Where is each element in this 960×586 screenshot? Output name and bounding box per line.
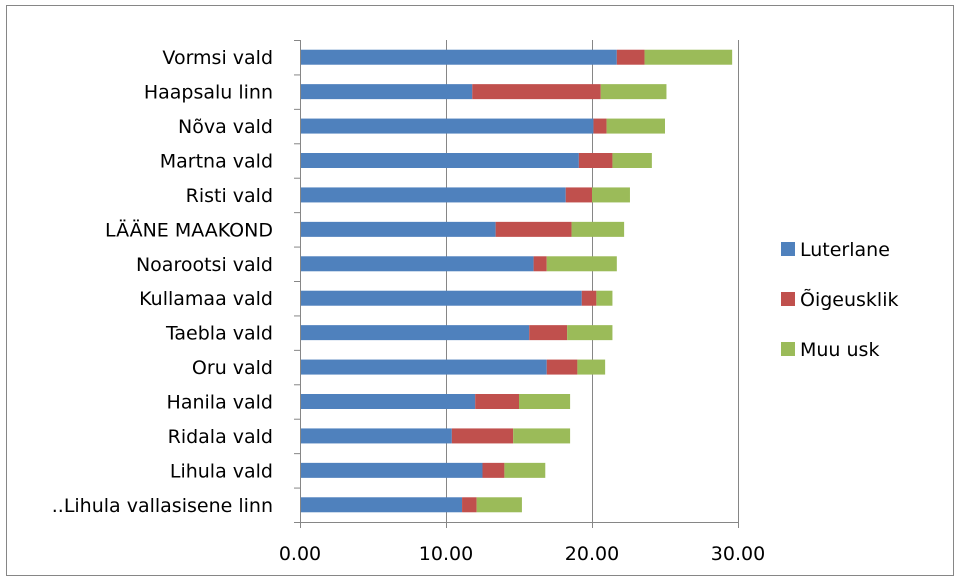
- category-label-martna-vald: Martna vald: [160, 151, 273, 173]
- category-label-laane-maakond: LÄÄNE MAAKOND: [105, 218, 273, 241]
- bars: [300, 49, 733, 513]
- bar-laane-maakond-muu-usk: [571, 221, 625, 237]
- x-tick-label-1: 10.00: [419, 543, 473, 565]
- bar-vormsi-vald-oigeusklik: [616, 49, 645, 65]
- legend-label-muu-usk: Muu usk: [800, 339, 879, 361]
- bar-oru-vald-luterlane: [300, 359, 547, 375]
- category-label-taebla-vald: Taebla vald: [165, 323, 273, 345]
- axes: [294, 40, 739, 528]
- bar-hanila-vald-muu-usk: [519, 394, 571, 409]
- bar-haapsalu-linn-luterlane: [300, 84, 473, 100]
- legend-swatch-muu-usk: [781, 342, 795, 356]
- legend: Luterlane Õigeusklik Muu usk: [781, 239, 899, 361]
- category-label-noarootsi-vald: Noarootsi vald: [136, 254, 273, 276]
- category-label-kullamaa-vald: Kullamaa vald: [139, 288, 273, 310]
- bar-ridala-vald-luterlane: [300, 428, 452, 444]
- bar-noarootsi-vald-oigeusklik: [533, 256, 547, 272]
- category-label-haapsalu-linn: Haapsalu linn: [144, 82, 273, 104]
- category-label-lihula-vald: Lihula vald: [170, 460, 273, 482]
- bar-oru-vald-oigeusklik: [546, 359, 578, 375]
- bar-vormsi-vald-muu-usk: [644, 49, 733, 65]
- chart-border: [6, 5, 954, 576]
- legend-swatch-oigeusklik: [781, 292, 795, 306]
- x-tick-label-2: 20.00: [565, 543, 619, 565]
- bar-risti-vald-luterlane: [300, 187, 566, 203]
- category-label-nova-vald: Nõva vald: [178, 116, 273, 138]
- bar-oru-vald-muu-usk: [577, 359, 606, 375]
- bar-noarootsi-vald-muu-usk: [546, 256, 617, 272]
- bar-hanila-vald-oigeusklik: [475, 394, 519, 409]
- bar-martna-vald-luterlane: [300, 153, 579, 168]
- category-label-ridala-vald: Ridala vald: [168, 426, 273, 448]
- category-label-oru-vald: Oru vald: [192, 357, 273, 379]
- bar-risti-vald-muu-usk: [592, 187, 630, 203]
- bar-kullamaa-vald-luterlane: [300, 290, 582, 306]
- bar-martna-vald-muu-usk: [612, 153, 652, 168]
- bar-taebla-vald-oigeusklik: [529, 325, 568, 341]
- legend-label-luterlane: Luterlane: [800, 239, 890, 261]
- bar-martna-vald-oigeusklik: [578, 153, 613, 168]
- bar-taebla-vald-luterlane: [300, 325, 530, 341]
- category-label-hanila-vald: Hanila vald: [167, 392, 273, 414]
- bar-nova-vald-luterlane: [300, 118, 594, 134]
- bar-lihula-vallasisene-linn-luterlane: [300, 497, 463, 513]
- bar-noarootsi-vald-luterlane: [300, 256, 534, 272]
- x-tick-label-3: 30.00: [711, 543, 765, 565]
- bar-lihula-vald-muu-usk: [504, 462, 546, 478]
- bar-lihula-vald-luterlane: [300, 462, 483, 478]
- bar-ridala-vald-muu-usk: [513, 428, 571, 444]
- bar-lihula-vald-oigeusklik: [482, 462, 505, 478]
- bar-hanila-vald-luterlane: [300, 394, 476, 409]
- bar-ridala-vald-oigeusklik: [451, 428, 514, 444]
- bar-taebla-vald-muu-usk: [567, 325, 613, 341]
- category-label-risti-vald: Risti vald: [186, 185, 273, 207]
- bar-laane-maakond-luterlane: [300, 221, 496, 237]
- bar-lihula-vallasisene-linn-oigeusklik: [462, 497, 477, 513]
- bar-nova-vald-oigeusklik: [593, 118, 607, 134]
- category-label-vormsi-vald: Vormsi vald: [162, 47, 273, 69]
- bar-vormsi-vald-luterlane: [300, 49, 617, 65]
- bar-laane-maakond-oigeusklik: [495, 221, 572, 237]
- bar-lihula-vallasisene-linn-muu-usk: [476, 497, 522, 513]
- bar-kullamaa-vald-muu-usk: [596, 290, 613, 306]
- x-tick-label-0: 0.00: [279, 543, 321, 565]
- bar-risti-vald-oigeusklik: [565, 187, 592, 203]
- category-label-lihula-vallasisene-linn: ..Lihula vallasisene linn: [52, 495, 273, 517]
- legend-label-oigeusklik: Õigeusklik: [800, 288, 899, 311]
- bar-kullamaa-vald-oigeusklik: [581, 290, 597, 306]
- category-labels: Vormsi vald Haapsalu linn Nõva vald Martna …: [52, 47, 273, 517]
- bar-haapsalu-linn-oigeusklik: [472, 84, 601, 100]
- legend-swatch-luterlane: [781, 242, 795, 256]
- bar-nova-vald-muu-usk: [606, 118, 665, 134]
- bar-haapsalu-linn-muu-usk: [600, 84, 667, 100]
- tick-labels: 0.00 10.00 20.00 30.00: [279, 543, 765, 565]
